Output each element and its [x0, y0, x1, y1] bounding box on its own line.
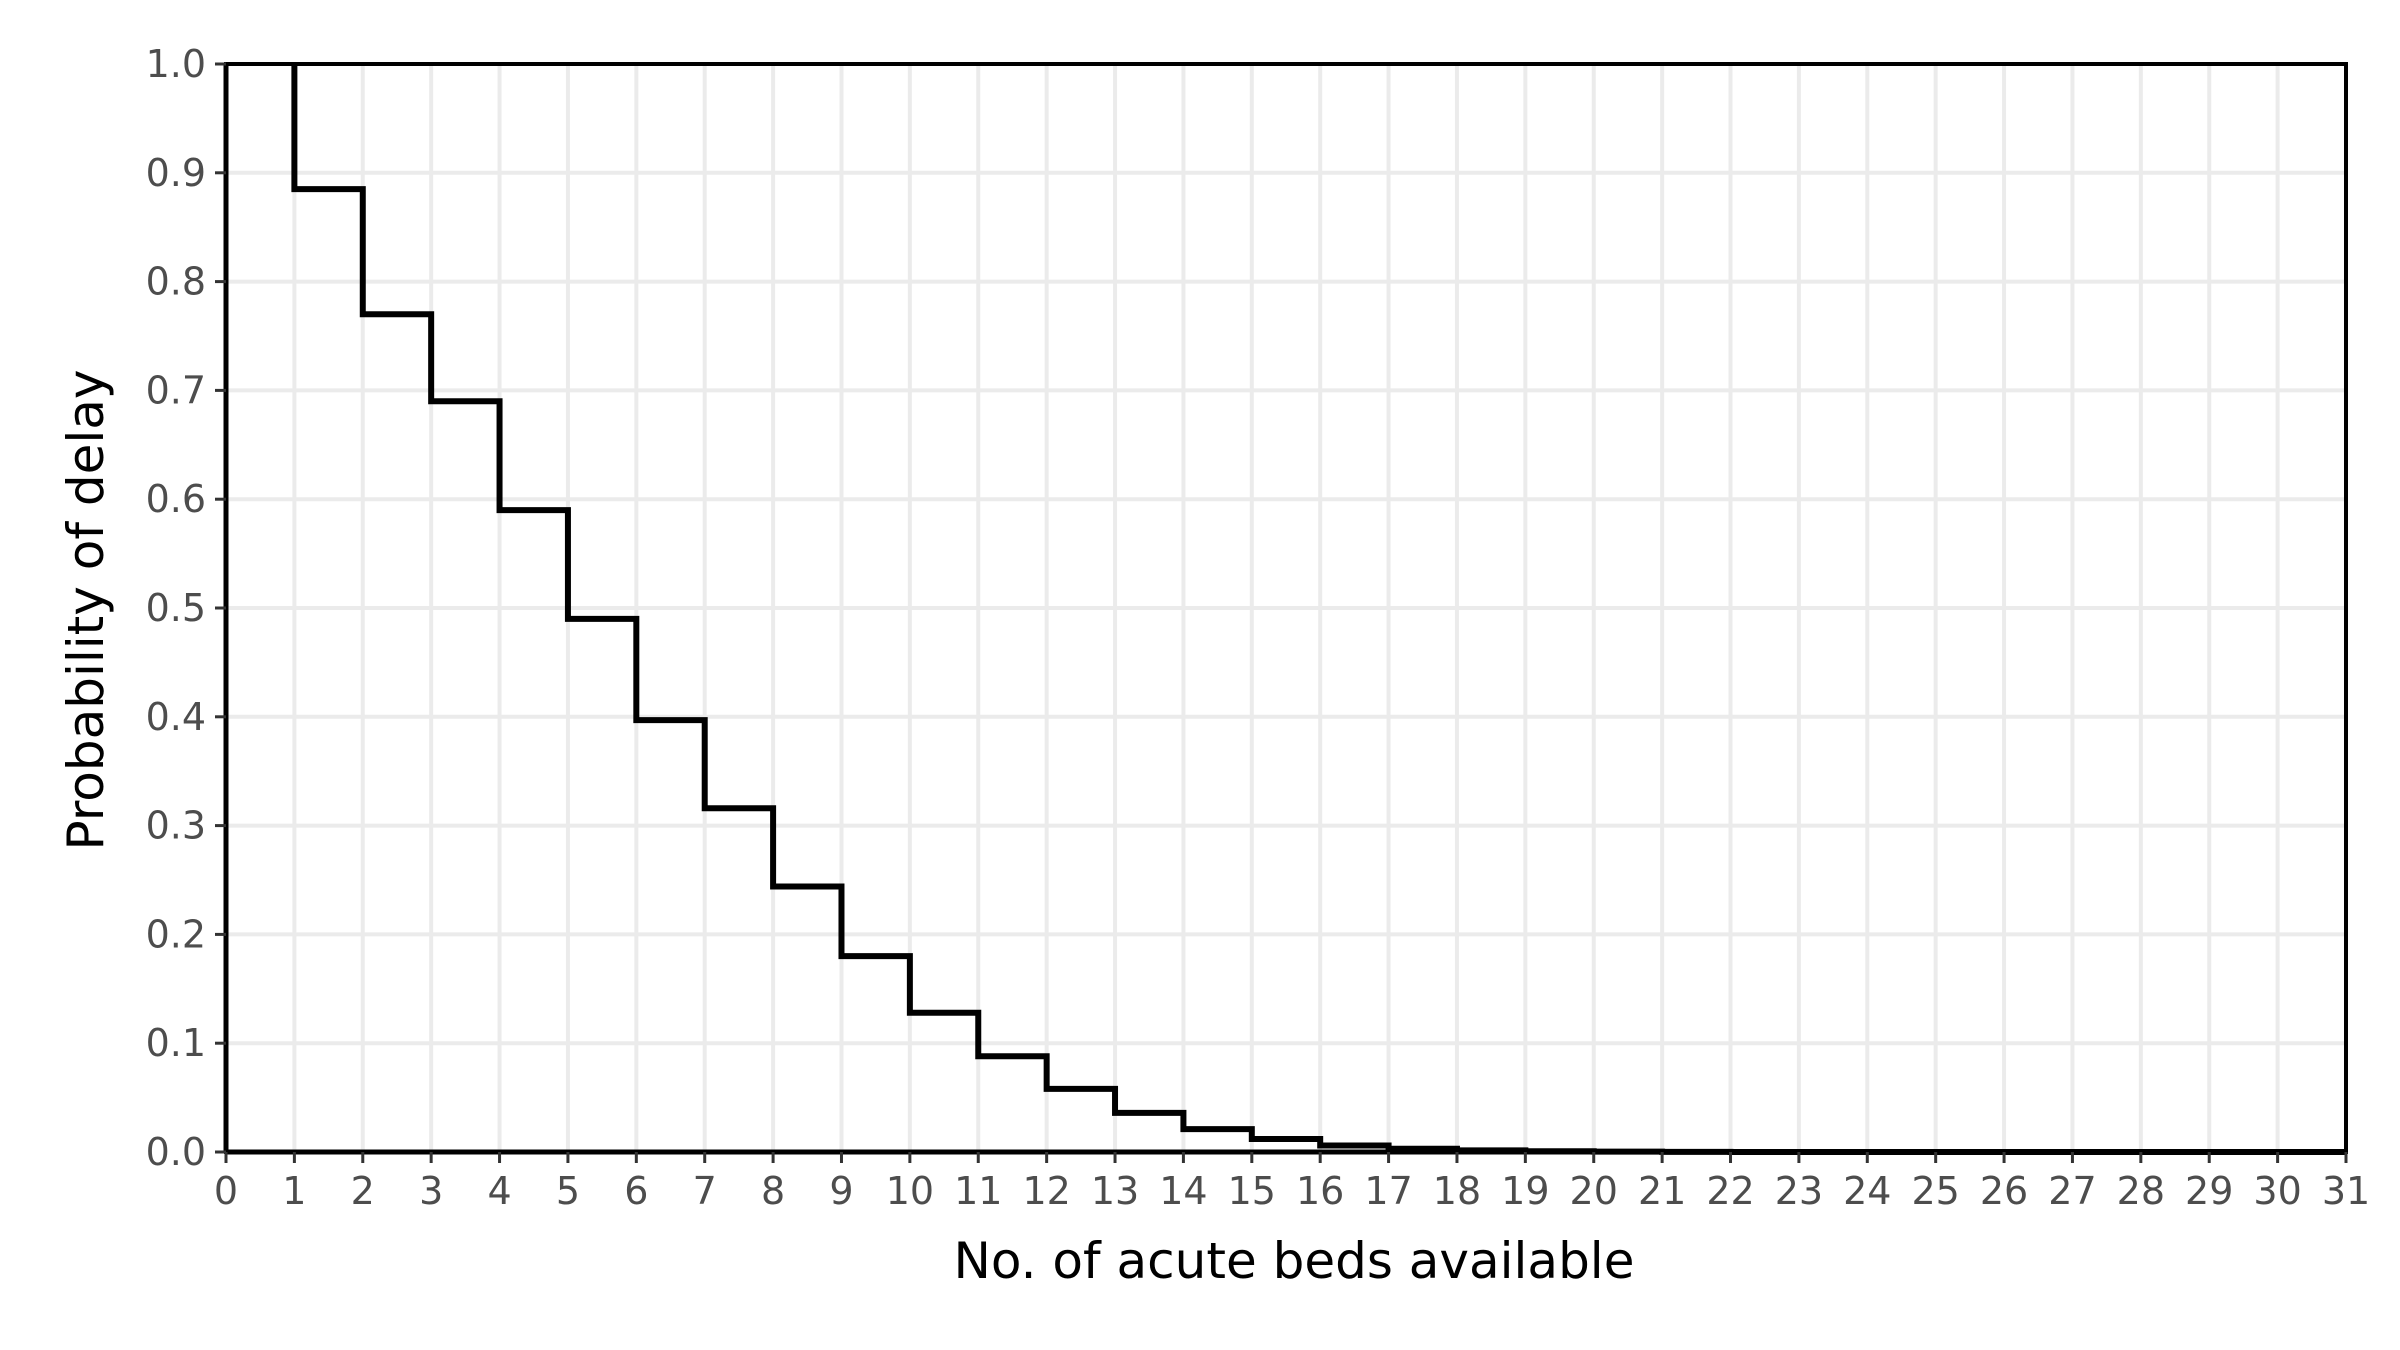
x-tick-label: 23 [1775, 1169, 1823, 1213]
y-tick-label: 0.7 [146, 368, 206, 412]
x-tick-label: 26 [1980, 1169, 2028, 1213]
y-axis-title: Probability of delay [57, 370, 115, 851]
x-tick-label: 20 [1570, 1169, 1618, 1213]
y-axis-ticks: 0.0 0.1 0.2 0.3 0.4 0.5 0.6 0.7 0.8 0.9 1.0 [146, 42, 226, 1174]
x-tick-label: 14 [1159, 1169, 1207, 1213]
x-tick-label: 4 [487, 1169, 511, 1213]
y-tick-label: 0.1 [146, 1021, 206, 1065]
x-tick-label: 9 [829, 1169, 853, 1213]
x-tick-label: 10 [886, 1169, 934, 1213]
x-tick-label: 1 [282, 1169, 306, 1213]
x-tick-label: 25 [1911, 1169, 1959, 1213]
x-axis-title: No. of acute beds available [954, 1232, 1635, 1290]
y-tick-label: 0.4 [146, 695, 206, 739]
x-tick-label: 18 [1433, 1169, 1481, 1213]
y-tick-label: 0.3 [146, 804, 206, 848]
x-tick-label: 6 [624, 1169, 648, 1213]
x-tick-label: 24 [1843, 1169, 1891, 1213]
y-tick-label: 1.0 [146, 42, 206, 86]
x-tick-label: 16 [1296, 1169, 1344, 1213]
x-tick-label: 2 [351, 1169, 375, 1213]
x-tick-label: 30 [2253, 1169, 2301, 1213]
x-tick-label: 12 [1022, 1169, 1070, 1213]
y-tick-label: 0.6 [146, 477, 206, 521]
y-tick-label: 0.2 [146, 912, 206, 956]
y-tick-label: 0.8 [146, 260, 206, 304]
x-tick-label: 22 [1706, 1169, 1754, 1213]
y-tick-label: 0.9 [146, 151, 206, 195]
x-tick-label: 11 [954, 1169, 1002, 1213]
grid [224, 62, 2348, 1154]
x-tick-label: 0 [214, 1169, 238, 1213]
x-tick-label: 27 [2048, 1169, 2096, 1213]
x-axis-ticks: 0 1 2 3 4 5 6 7 8 9 10 11 12 13 14 15 16 17 18 19 20 21 22 23 24… [214, 1152, 2370, 1213]
x-tick-label: 21 [1638, 1169, 1686, 1213]
x-tick-label: 3 [419, 1169, 443, 1213]
x-tick-label: 5 [556, 1169, 580, 1213]
x-tick-label: 17 [1364, 1169, 1412, 1213]
x-tick-label: 7 [693, 1169, 717, 1213]
x-tick-label: 8 [761, 1169, 785, 1213]
y-tick-label: 0.5 [146, 586, 206, 630]
x-tick-label: 15 [1228, 1169, 1276, 1213]
x-tick-label: 19 [1501, 1169, 1549, 1213]
x-tick-label: 13 [1091, 1169, 1139, 1213]
y-tick-label: 0.0 [146, 1130, 206, 1174]
x-tick-label: 28 [2117, 1169, 2165, 1213]
x-tick-label: 31 [2322, 1169, 2370, 1213]
x-tick-label: 29 [2185, 1169, 2233, 1213]
